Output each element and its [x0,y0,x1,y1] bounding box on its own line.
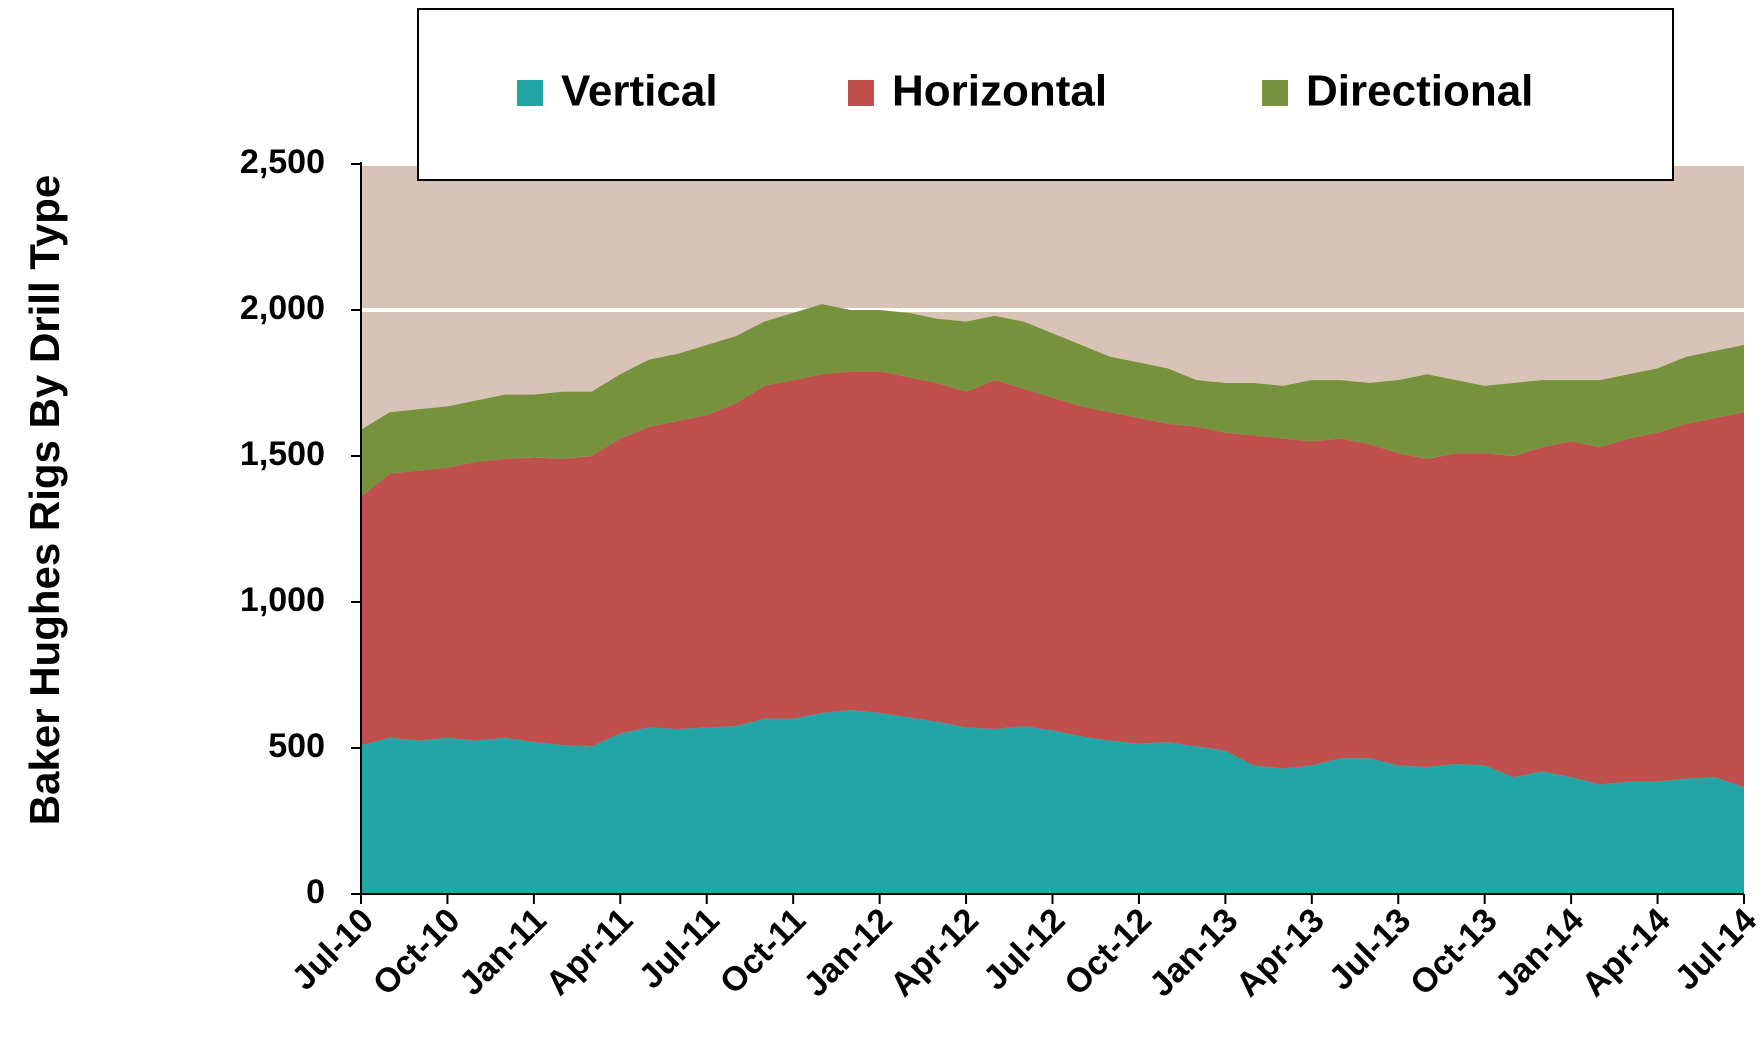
y-tick-label: 2,500 [240,143,325,181]
area [361,710,1744,894]
x-tick-label: Apr-13 [1229,901,1332,1004]
x-tick-label: Apr-11 [539,901,641,1003]
x-tick-label: Jan-12 [797,901,900,1004]
x-tick-label: Apr-14 [1575,901,1678,1004]
area [361,304,1744,497]
x-tick-label: Jan-14 [1488,901,1591,1004]
x-tick-label: Oct-12 [1057,901,1159,1003]
x-tick-label: Jul-14 [1668,901,1761,997]
legend-label: Horizontal [892,67,1107,116]
x-tick-label: Oct-10 [366,901,468,1003]
legend-label: Vertical [561,67,718,116]
y-tick-label: 500 [268,727,325,765]
y-axis-title: Baker Hughes Rigs By Drill Type [21,175,68,825]
legend-swatch [848,80,874,106]
y-tick-label: 2,000 [240,289,325,327]
legend-swatch [1262,80,1288,106]
y-tick-label: 1,500 [240,435,325,473]
y-tick-label: 0 [306,873,325,911]
x-tick-label: Oct-13 [1403,901,1505,1003]
x-tick-label: Jul-12 [976,901,1072,997]
x-tick-label: Jul-13 [1322,901,1418,997]
x-tick-label: Jul-11 [632,901,727,996]
x-tick-label: Oct-11 [713,901,813,1001]
x-tick-label: Jul-10 [285,901,381,997]
y-tick-label: 1,000 [240,581,325,619]
x-tick-label: Jan-13 [1142,901,1245,1004]
x-tick-label: Apr-12 [883,901,986,1004]
legend-label: Directional [1306,67,1533,116]
legend-box [417,8,1674,181]
area [361,371,1744,788]
legend-swatch [517,80,543,106]
x-tick-label: Jan-11 [452,901,554,1003]
